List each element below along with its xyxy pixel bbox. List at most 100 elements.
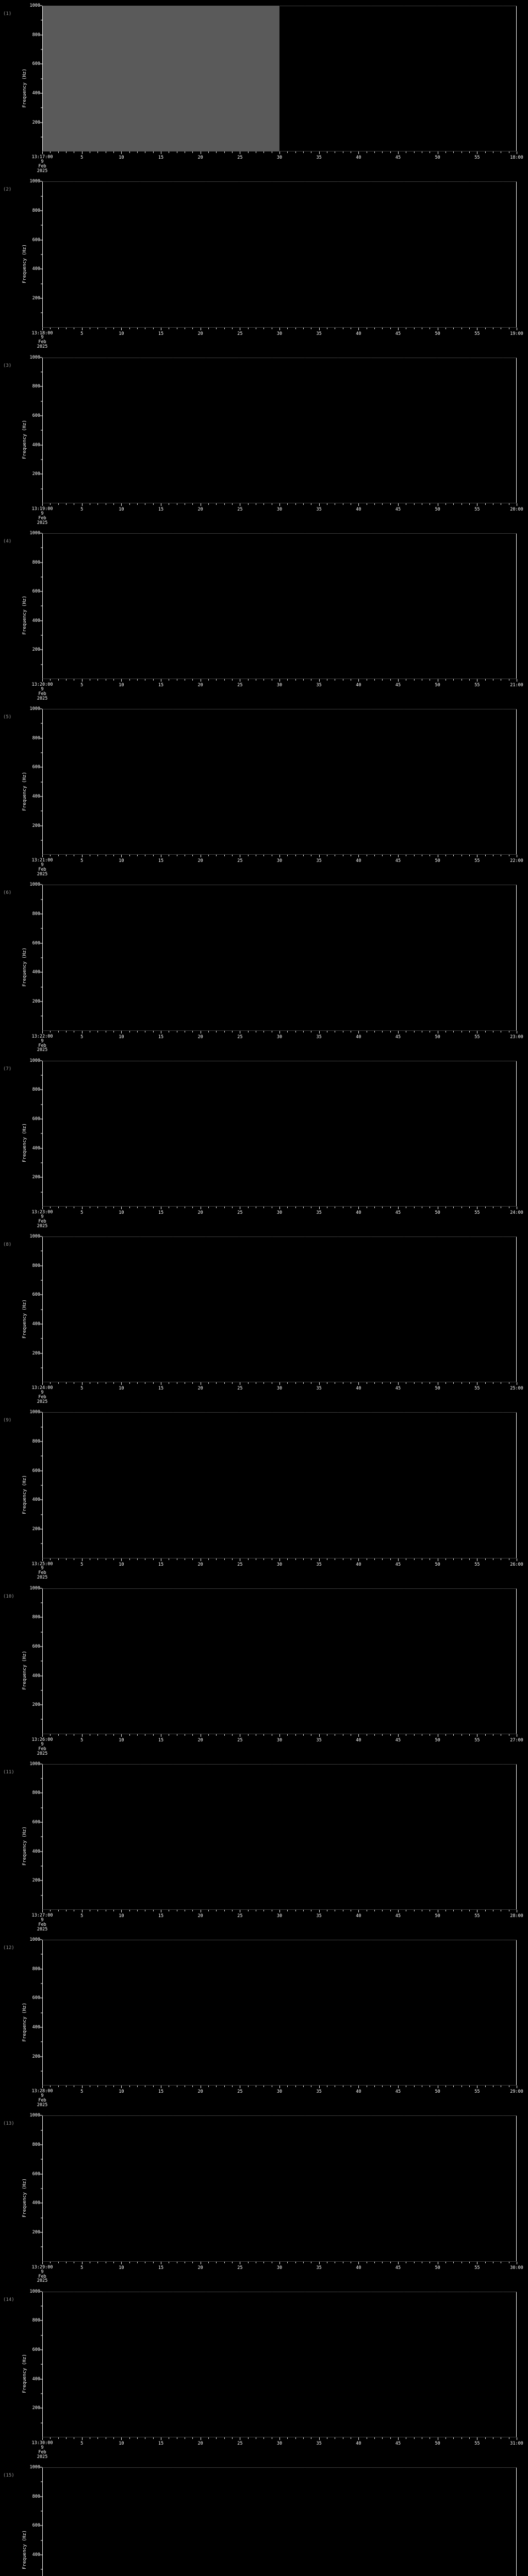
x-tick-mark-minor: [414, 327, 415, 329]
x-tick-label: 5: [80, 858, 84, 864]
x-tick-label: 40: [356, 2089, 361, 2095]
x-tick-mark-minor: [66, 1030, 67, 1032]
x-tick-mark-minor: [295, 503, 296, 505]
x-tick-label: 45: [395, 1737, 401, 1743]
x-tick-label: 20: [197, 683, 203, 688]
x-tick-label: 30: [276, 1034, 283, 1040]
x-start-year: 2025: [37, 872, 48, 877]
x-tick-mark-minor: [390, 503, 391, 505]
plot-area: [42, 1588, 517, 1734]
y-tick-mark: [40, 357, 42, 358]
x-tick-mark-minor: [390, 151, 391, 154]
x-tick-mark-minor: [58, 679, 59, 681]
x-tick-mark-minor: [287, 151, 288, 154]
x-tick-mark: [42, 1382, 43, 1385]
x-tick-mark-minor: [295, 151, 296, 154]
x-tick-mark-minor: [263, 2086, 265, 2088]
x-tick-mark: [319, 1030, 320, 1033]
x-tick-mark-minor: [192, 1382, 193, 1384]
y-tick-label: 400: [32, 2025, 40, 2030]
x-tick-mark-minor: [453, 1558, 454, 1560]
x-tick-mark-minor: [208, 2261, 209, 2263]
y-tick-mark: [40, 1851, 42, 1852]
x-tick-mark: [121, 2261, 122, 2264]
y-tick-mark: [40, 796, 42, 797]
y-axis-ticks: 1000 800 600 400 200: [0, 706, 42, 855]
y-tick-label: 600: [32, 1643, 40, 1649]
x-tick-mark-minor: [192, 1030, 193, 1032]
y-tick-label: 800: [32, 1263, 40, 1268]
x-tick-mark: [319, 151, 320, 155]
y-tick-mark-minor: [41, 1778, 42, 1779]
y-tick-mark-minor: [41, 1719, 42, 1720]
x-tick-mark-minor: [232, 151, 233, 154]
x-tick-mark-minor: [303, 855, 304, 857]
y-axis-ticks: 1000 800 600 400 200: [0, 1058, 42, 1207]
x-start-day: 9: [41, 1390, 44, 1396]
x-tick-mark-minor: [216, 1206, 217, 1208]
x-tick-mark-minor: [129, 1734, 130, 1736]
x-tick-mark-minor: [248, 151, 249, 154]
x-tick-label: 35: [316, 2265, 322, 2270]
x-tick-label: 30: [276, 1737, 283, 1743]
x-tick-mark-minor: [453, 1382, 454, 1384]
x-tick-mark-minor: [58, 855, 59, 857]
x-tick-mark-minor: [224, 1558, 225, 1560]
y-tick-mark: [40, 1118, 42, 1120]
x-tick-mark-minor: [66, 503, 67, 505]
x-tick-mark: [398, 2086, 399, 2089]
y-tick-mark-minor: [41, 928, 42, 929]
y-tick-mark-minor: [41, 664, 42, 665]
x-tick-mark-minor: [66, 2437, 67, 2439]
x-tick-mark-minor: [374, 1734, 375, 1736]
y-tick-mark: [40, 972, 42, 973]
x-tick-mark-minor: [414, 1206, 415, 1208]
panel-5: (5) Frequency (Hz) 1000 800 600 400 200 13:21:0…: [0, 703, 528, 879]
y-tick-label: 1000: [29, 1058, 40, 1063]
x-tick-mark-minor: [374, 1030, 375, 1032]
y-tick-label: 600: [32, 1820, 40, 1825]
panel-9: (9) Frequency (Hz) 1000 800 600 400 200 13:25:0…: [0, 1406, 528, 1583]
x-tick-mark-minor: [453, 1206, 454, 1208]
x-tick-mark-minor: [382, 503, 383, 505]
x-tick-label: 30: [276, 683, 283, 688]
x-tick-mark-minor: [390, 1382, 391, 1384]
x-tick-label: 55: [474, 1386, 480, 1392]
y-tick-label: 1000: [29, 2113, 40, 2119]
x-tick-label: 20: [197, 1737, 203, 1743]
x-tick-mark: [121, 1030, 122, 1033]
x-tick-mark: [42, 327, 43, 330]
x-tick-label: 20: [197, 1562, 203, 1567]
x-tick-mark-minor: [216, 503, 217, 505]
x-tick-mark-minor: [295, 679, 296, 681]
x-tick-mark-minor: [113, 2261, 114, 2263]
x-tick-mark-minor: [453, 151, 454, 154]
x-tick-label: 10: [119, 1913, 124, 1919]
y-tick-mark: [40, 415, 42, 416]
x-tick-mark-minor: [232, 2437, 233, 2439]
x-tick-mark-minor: [295, 327, 296, 329]
x-tick-mark: [42, 1206, 43, 1209]
x-tick-mark: [279, 1206, 280, 1209]
x-axis-end-label: 27:00: [510, 1737, 523, 1743]
x-tick-mark-minor: [97, 1558, 98, 1560]
panel-3: (3) Frequency (Hz) 1000 800 600 400 200 13:19:0…: [0, 351, 528, 528]
y-tick-label: 800: [32, 1966, 40, 1972]
x-tick-mark-minor: [303, 151, 304, 154]
x-tick-mark-minor: [374, 2437, 375, 2439]
x-start-month: Feb: [38, 2098, 46, 2104]
x-tick-label: 20: [197, 2089, 203, 2095]
x-tick-mark-minor: [414, 2437, 415, 2439]
panel-tag: (9): [3, 1418, 12, 1423]
x-tick-mark-minor: [66, 855, 67, 857]
x-tick-mark: [42, 1030, 43, 1033]
x-tick-mark-minor: [374, 1382, 375, 1384]
x-tick-mark-minor: [485, 503, 486, 505]
x-tick-label: 15: [158, 1034, 164, 1040]
x-tick-mark-minor: [216, 1910, 217, 1912]
x-axis-end-label: 26:00: [510, 1562, 523, 1567]
y-axis-ticks: 1000 800 600 400 200: [0, 355, 42, 503]
x-tick-mark: [358, 1910, 359, 1913]
x-tick-label: 10: [119, 1210, 124, 1215]
x-tick-mark-minor: [192, 1734, 193, 1736]
